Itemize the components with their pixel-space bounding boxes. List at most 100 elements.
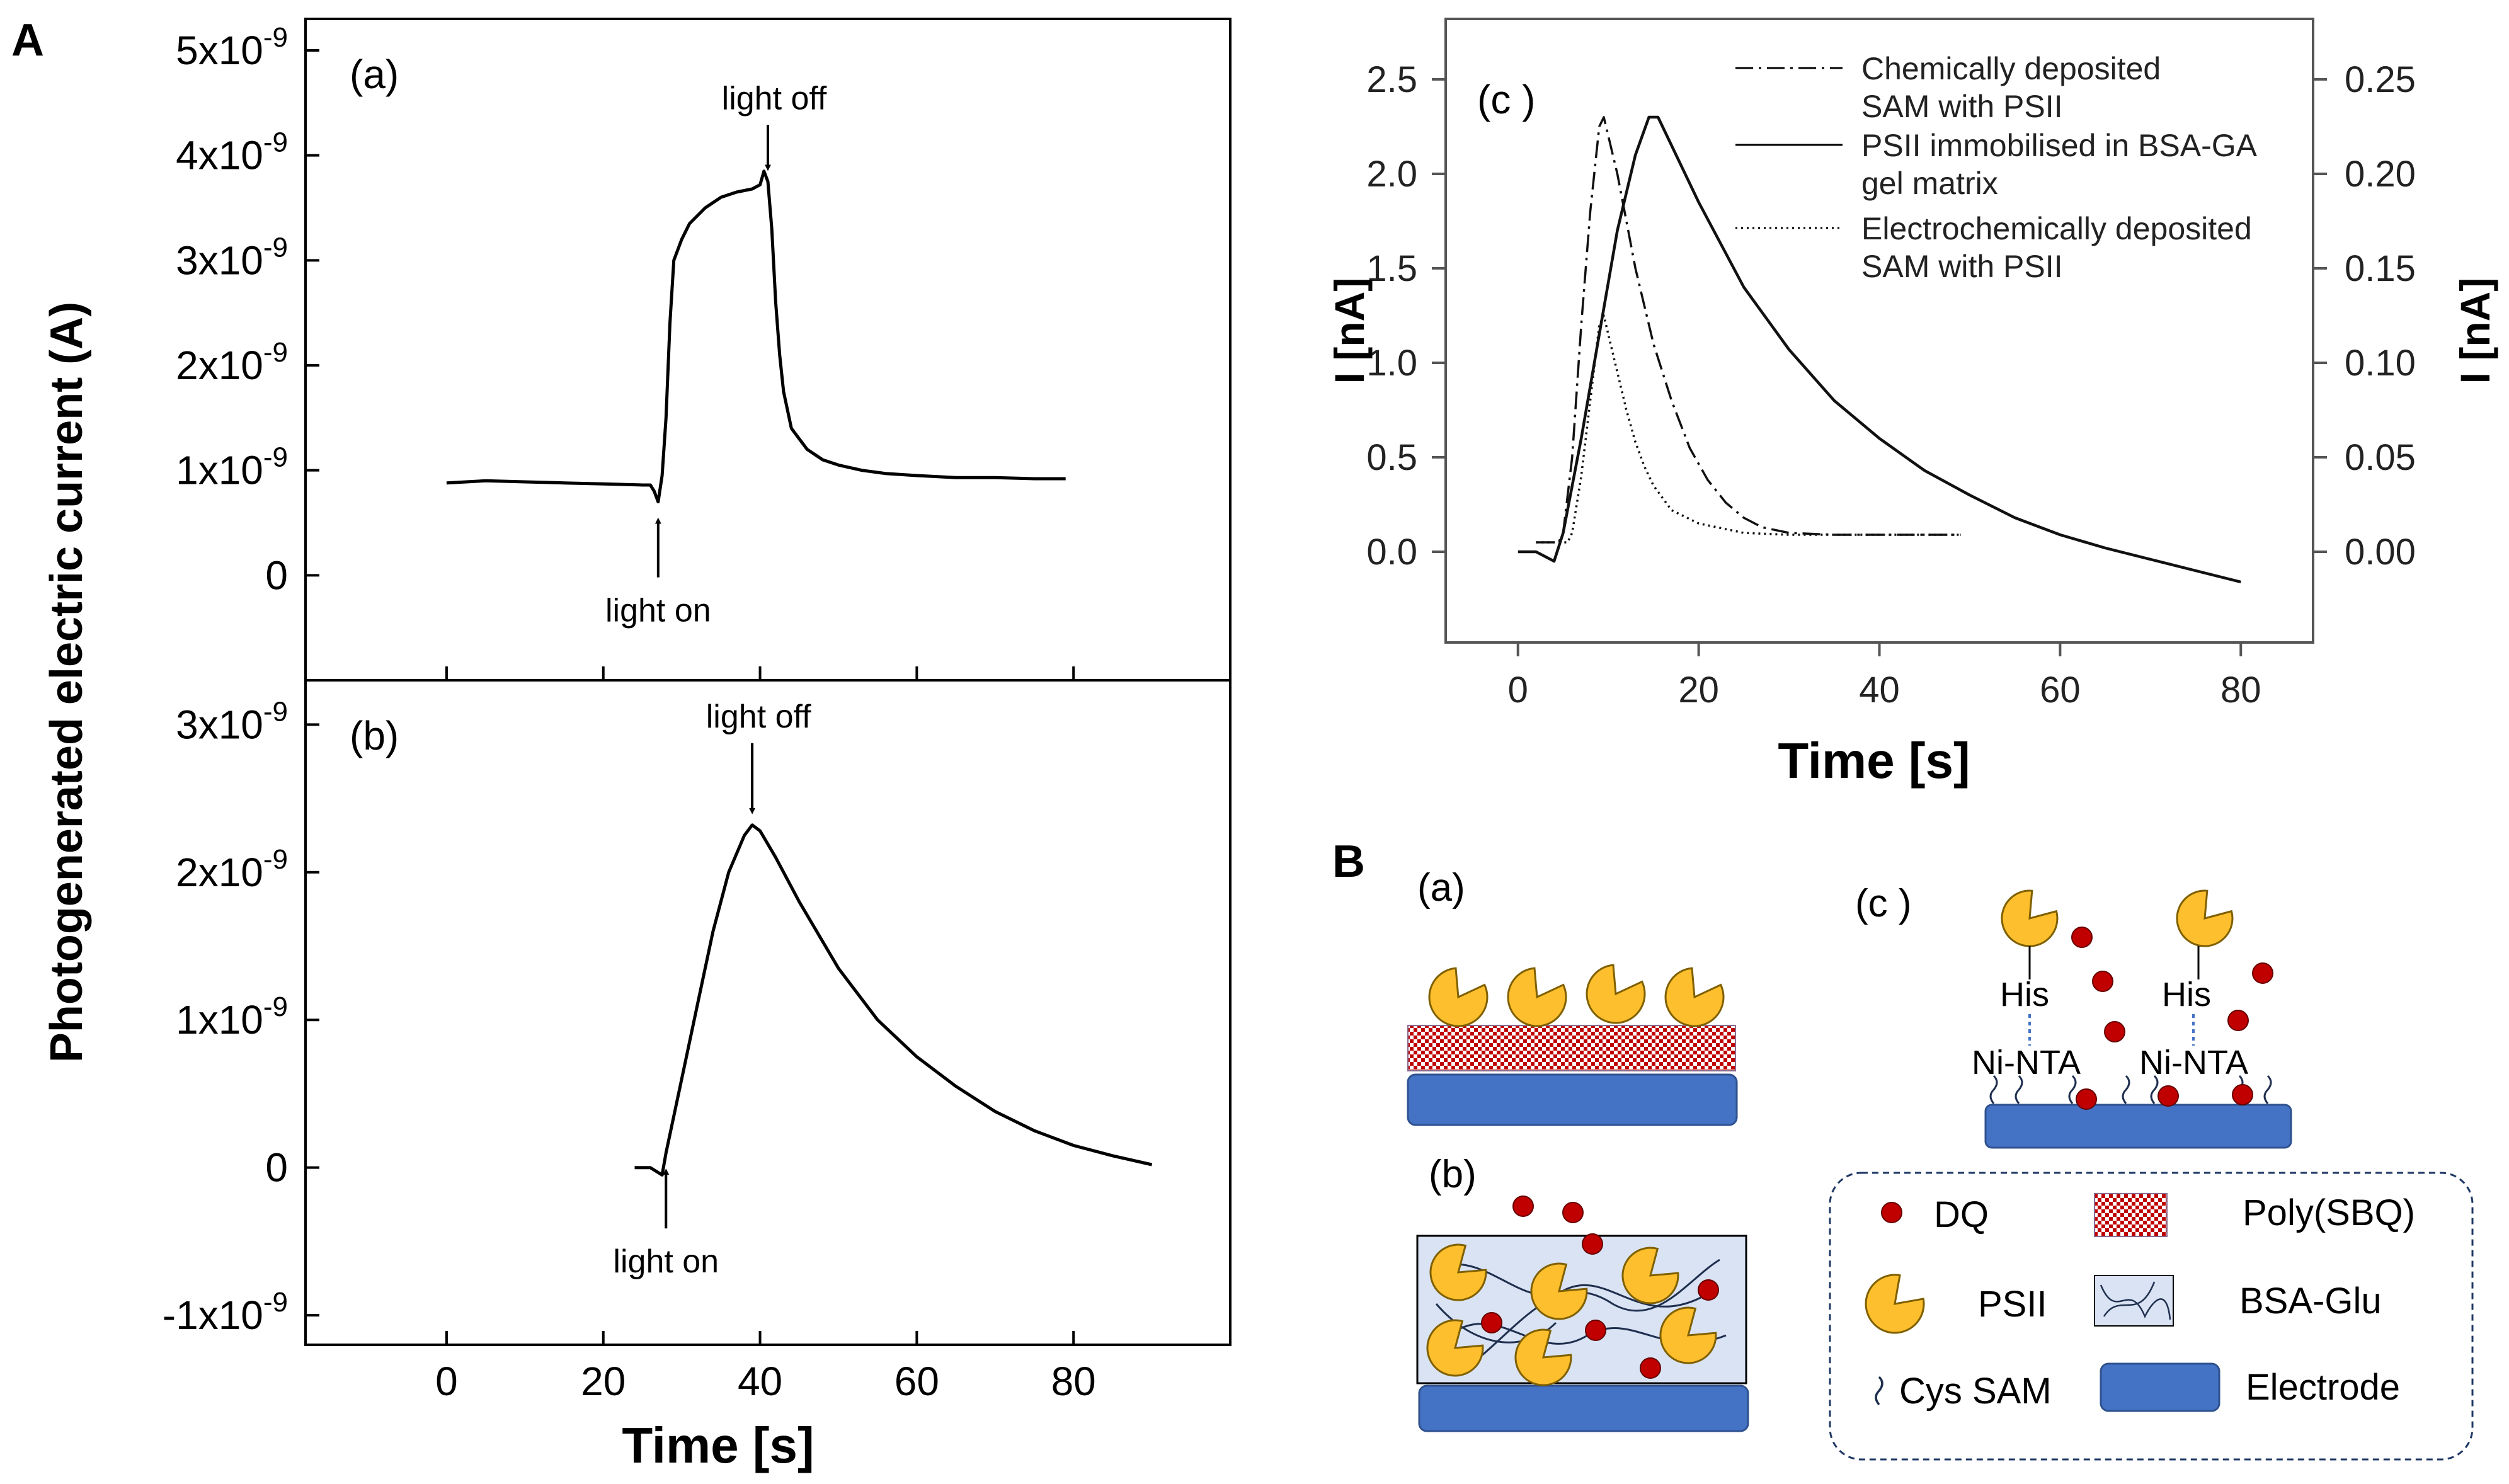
xtick-label: 0: [1508, 670, 1528, 711]
panel-label: (c ): [1477, 77, 1535, 122]
psii-icon: [1865, 1274, 1925, 1334]
series-line-dashdot: [1536, 116, 1961, 544]
psii-icon: [1514, 1328, 1572, 1386]
ytick-label: 0: [265, 1145, 288, 1190]
legend-label-gel-2: gel matrix: [1861, 166, 1998, 201]
legend-label-electro-1: Electrochemically deposited: [1861, 211, 2252, 246]
series-line-solid: [1517, 115, 2241, 584]
legend-poly-icon: [2094, 1193, 2168, 1237]
ytick-label: 1x10-9: [176, 442, 288, 493]
chart-aa: 0 1x10-9 2x10-9 3x10-9 4x10-9 5x10-9 (a) light …: [176, 22, 1075, 680]
ytick-label: 1x10-9: [176, 991, 288, 1042]
dq-icon: [2227, 1010, 2249, 1031]
panel-letter-a: A: [11, 15, 44, 66]
cys-sam-icon: [2263, 1075, 2272, 1104]
dq-icon: [1582, 1233, 1603, 1255]
legend-label-gel-1: PSII immobilised in BSA-GA: [1861, 128, 2258, 163]
ytick-label: 0: [265, 552, 288, 598]
legend-dq-icon: [1881, 1202, 1902, 1223]
schematic-a-label: (a): [1417, 866, 1465, 910]
dq-icon: [1512, 1196, 1534, 1217]
xtick-label: 60: [2040, 670, 2081, 711]
chart-ac-y2label: I [nA]: [2452, 278, 2498, 384]
xtick-label: 20: [581, 1359, 626, 1404]
series-line: [634, 823, 1153, 1177]
chart-ab: -1x10-9 0 1x10-9 2x10-9 3x10-9 0 20 40 60 80 (b) li…: [163, 696, 1153, 1404]
legend-electrode-icon: [2100, 1362, 2220, 1412]
dq-icon: [1585, 1320, 1606, 1341]
schematic-a-electrode: [1407, 1073, 1738, 1126]
xtick-label: 0: [435, 1359, 458, 1404]
dq-icon: [2076, 1088, 2097, 1110]
ytick-label: 2x10-9: [176, 844, 288, 895]
schematic-c-his-2: His: [2162, 976, 2211, 1013]
dq-icon: [2252, 962, 2273, 984]
psii-icon: [1428, 967, 1489, 1027]
ytick-label: 4x10-9: [176, 127, 288, 178]
dq-icon: [2158, 1085, 2179, 1107]
dq-icon: [1562, 1202, 1584, 1223]
xtick-label: 40: [738, 1359, 782, 1404]
psii-icon: [1530, 1262, 1588, 1320]
chart-ac: 0 20 40 60 80 0.0 0.5 1.0 1.5 2.0 2.5 0.00 0.05 0.10 0…: [1366, 59, 2416, 711]
ytick-label: -1x10-9: [163, 1287, 288, 1338]
ytick-label: 2.0: [1366, 154, 1417, 195]
y2tick-label: 0.25: [2345, 59, 2416, 100]
legend-psii-icon: [1865, 1274, 1925, 1334]
chart-ac-ylabel: I [nA]: [1326, 278, 1373, 384]
xtick-label: 60: [894, 1359, 939, 1404]
schematic-a-psii-group: [1428, 964, 1725, 1027]
xtick-label: 80: [1051, 1359, 1096, 1404]
psii-icon: [1426, 1319, 1484, 1377]
y2tick-label: 0.20: [2345, 154, 2416, 195]
psii-icon: [1664, 967, 1725, 1027]
panel-label: (a): [350, 52, 399, 97]
legend-cys-icon: [1875, 1376, 1883, 1406]
legend-label-chem-2: SAM with PSII: [1861, 89, 2063, 124]
xtick-label: 20: [1678, 670, 1719, 711]
psii-icon: [1429, 1243, 1487, 1301]
dq-icon: [1481, 1312, 1502, 1333]
annotation-label: light off: [722, 80, 827, 117]
psii-icon: [2176, 889, 2234, 947]
annotation-label: light off: [706, 699, 811, 735]
schematic-c-ninta-2: Ni-NTA: [2139, 1044, 2248, 1082]
panel-label: (b): [350, 713, 399, 758]
schematic-b: (a) (b) (c ) His His Ni-NTA Ni-NTA DQ Po…: [1407, 866, 2474, 1461]
legend-psii-label: PSII: [1978, 1284, 2047, 1325]
schematic-b-electrode: [1418, 1384, 1749, 1432]
psii-icon: [2001, 889, 2059, 947]
ytick-label: 0.0: [1366, 532, 1417, 573]
cys-sam-icon: [2068, 1075, 2077, 1104]
ytick-label: 1.5: [1366, 248, 1417, 289]
legend-label-chem-1: Chemically deposited: [1861, 51, 2161, 86]
psii-icon: [1586, 964, 1646, 1024]
cys-sam-icon: [2122, 1075, 2130, 1104]
legend-dq-label: DQ: [1934, 1194, 1989, 1235]
psii-icon: [1621, 1247, 1679, 1304]
ytick-label: 2.5: [1366, 59, 1417, 100]
ytick-label: 2x10-9: [176, 337, 288, 388]
dq-icon: [2232, 1084, 2253, 1105]
ytick-label: 3x10-9: [176, 232, 288, 283]
schematic-c-his-1: His: [2000, 976, 2049, 1013]
ytick-label: 1.0: [1366, 343, 1417, 384]
legend-electrode-label: Electrode: [2246, 1367, 2400, 1408]
chart-a-ylabel: Photogenerated electric current (A): [42, 302, 92, 1063]
dq-icon: [2104, 1021, 2125, 1042]
series-line-dotted: [1536, 314, 1961, 544]
schematic-c-ninta-1: Ni-NTA: [1972, 1044, 2081, 1082]
annotation-label: light on: [605, 593, 711, 629]
dq-icon: [1698, 1279, 1719, 1301]
annotation-label: light on: [613, 1243, 719, 1280]
cys-sam-icon: [2150, 1075, 2159, 1104]
schematic-c-label: (c ): [1855, 882, 1912, 925]
dq-icon: [2092, 971, 2113, 992]
xtick-label: 40: [1859, 670, 1900, 711]
dq-icon: [2071, 927, 2093, 948]
cys-sam-icon: [1989, 1075, 1998, 1104]
chart-ac-legend: Chemically deposited SAM with PSII PSII …: [1735, 51, 2258, 284]
xtick-label: 80: [2220, 670, 2261, 711]
legend-bsa-label: BSA-Glu: [2239, 1281, 2382, 1321]
psii-icon: [1507, 967, 1567, 1027]
